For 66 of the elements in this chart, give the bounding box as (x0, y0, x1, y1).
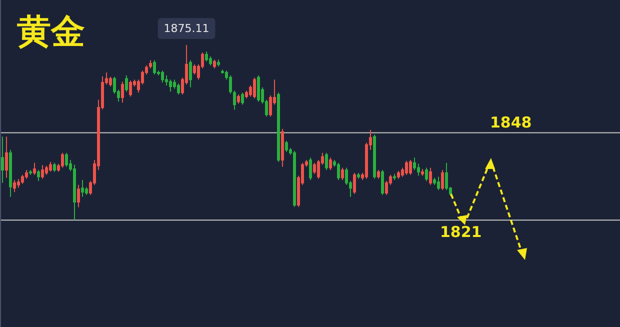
candlestick (233, 90, 236, 110)
candlestick (53, 162, 56, 172)
candlestick (13, 180, 16, 192)
candlestick (213, 59, 216, 69)
candlestick (257, 74, 260, 102)
candlestick (381, 169, 384, 196)
candlestick (9, 149, 12, 198)
candlestick (41, 164, 44, 180)
candlestick (77, 184, 80, 208)
candlestick (121, 81, 124, 104)
candlestick (17, 178, 20, 188)
candlestick (293, 150, 296, 208)
ref-line-label: 1821 (440, 223, 482, 242)
candlestick (409, 159, 412, 176)
candlestick (217, 59, 220, 67)
candlestick (313, 162, 316, 174)
candlestick (21, 174, 24, 184)
candlestick (325, 152, 328, 170)
candlestick (397, 170, 400, 180)
candlestick (209, 56, 212, 66)
candlestick (169, 79, 172, 92)
chart-title: 黄金 (17, 12, 85, 52)
candlestick (341, 167, 344, 181)
candlestick (65, 152, 68, 168)
candlestick (337, 162, 340, 181)
candlestick (237, 94, 240, 104)
candlestick (73, 164, 76, 221)
candlestick (161, 70, 164, 84)
candlestick (45, 165, 48, 176)
candlestick (405, 160, 408, 176)
candlestick (429, 167, 432, 186)
candlestick (285, 140, 288, 152)
candlestick (357, 172, 360, 180)
candlestick (229, 74, 232, 94)
candlestick (437, 176, 440, 191)
candlestick (205, 50, 208, 62)
candlestick (5, 136, 8, 178)
candlestick (177, 83, 180, 96)
candlestick (241, 92, 244, 106)
candlestick (421, 168, 424, 176)
candlestick (393, 173, 396, 181)
candlestick (441, 169, 444, 191)
annotation: 1875.11 (164, 22, 210, 35)
candlestick (189, 60, 192, 88)
candlestick (425, 167, 428, 182)
ref-line-label: 1848 (490, 114, 532, 132)
candlestick (373, 134, 376, 180)
candlestick (353, 172, 356, 194)
candlestick (129, 80, 132, 97)
candlestick (125, 74, 128, 92)
candlestick (149, 60, 152, 69)
candlestick (61, 152, 64, 168)
candlestick (1, 136, 4, 184)
candlestick (49, 161, 52, 172)
candlestick (377, 169, 380, 180)
candlestick (281, 128, 284, 168)
candlestick (81, 180, 84, 198)
candlestick (277, 92, 280, 162)
candlestick (309, 157, 312, 181)
candlestick (29, 169, 32, 176)
candlestick (33, 162, 36, 176)
candlestick (329, 157, 332, 170)
candlestick (109, 76, 112, 87)
candlestick (153, 60, 156, 75)
candlestick (37, 169, 40, 182)
candlestick (253, 77, 256, 99)
